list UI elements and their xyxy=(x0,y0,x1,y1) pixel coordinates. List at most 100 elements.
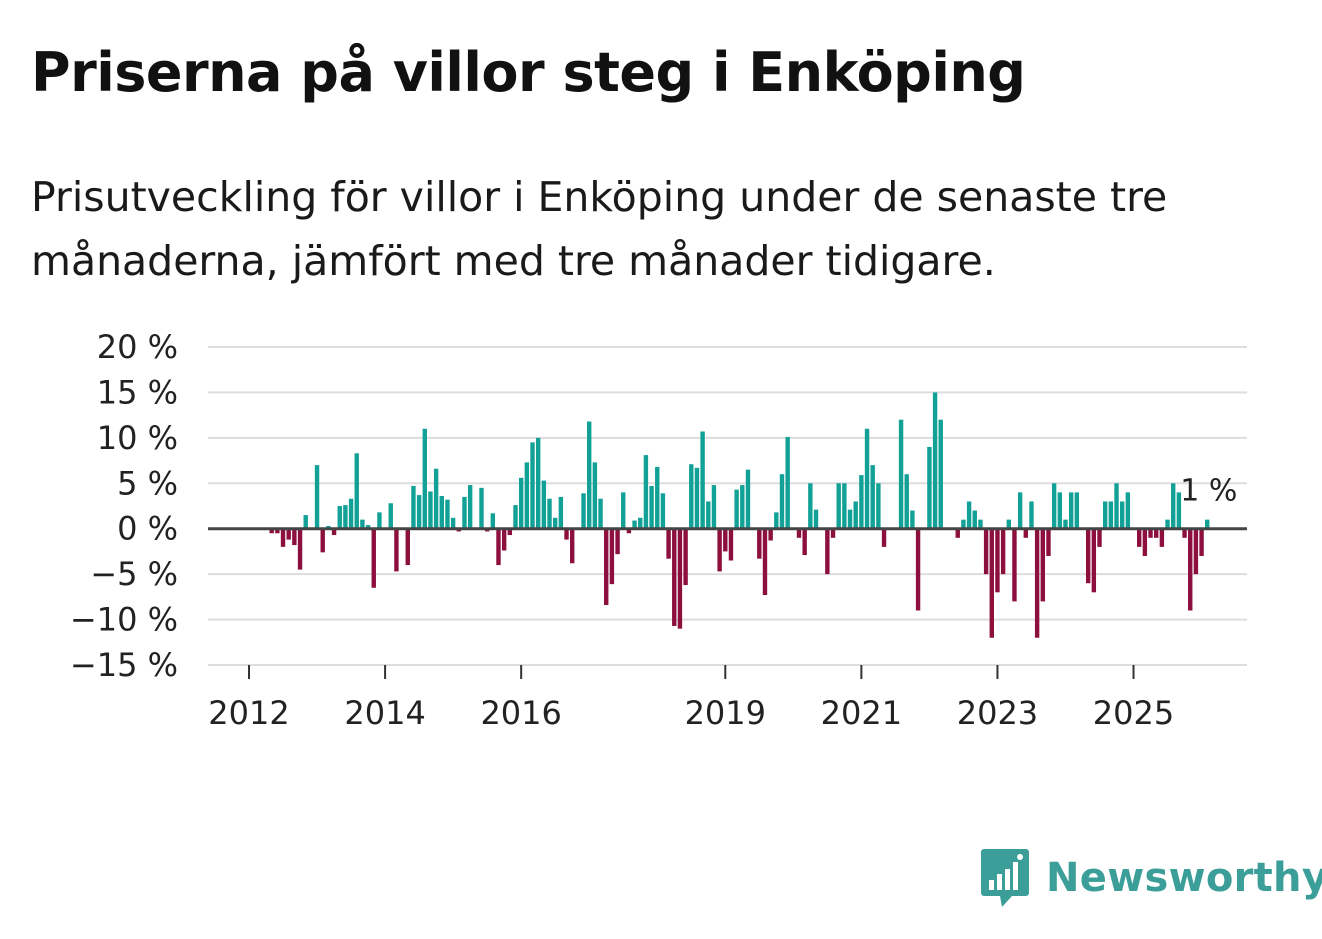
bar xyxy=(411,486,416,529)
bar xyxy=(728,528,734,561)
bar xyxy=(1165,519,1170,529)
bar xyxy=(558,496,564,529)
bar xyxy=(1142,528,1148,556)
bar xyxy=(1159,528,1165,547)
bar xyxy=(847,509,853,529)
bar xyxy=(995,528,1000,593)
bar xyxy=(354,453,359,529)
bar xyxy=(1097,528,1102,547)
bar xyxy=(932,392,938,529)
bar xyxy=(388,503,393,529)
bar xyxy=(762,528,768,596)
bar xyxy=(694,467,700,529)
bar xyxy=(518,477,524,529)
bar xyxy=(581,493,586,529)
bar xyxy=(1029,501,1034,529)
bar xyxy=(314,465,320,529)
bar xyxy=(808,483,813,529)
bar xyxy=(422,428,427,529)
x-tick-label: 2023 xyxy=(957,694,1038,732)
bar xyxy=(371,528,376,588)
bar xyxy=(1171,483,1176,529)
bar xyxy=(813,509,819,529)
bar xyxy=(1085,528,1091,584)
bar xyxy=(1102,501,1108,529)
bar xyxy=(365,525,371,529)
bar xyxy=(842,483,847,529)
bar xyxy=(292,528,297,546)
bar xyxy=(740,485,745,529)
bar xyxy=(966,501,972,529)
bar xyxy=(320,528,325,553)
bar xyxy=(915,528,921,611)
bar xyxy=(530,442,535,529)
bar xyxy=(1046,528,1051,556)
bar xyxy=(825,528,830,575)
bar-chart: 20 % 15 % 10 % 5 % 0 % −5 % −10 % −15 % 2012 2014… xyxy=(70,328,1247,732)
bar xyxy=(779,474,785,529)
x-tick-label: 2014 xyxy=(344,694,425,732)
bar xyxy=(910,510,915,529)
y-tick-label: 10 % xyxy=(97,419,178,457)
y-tick-label: 20 % xyxy=(97,328,178,366)
bar xyxy=(343,505,348,529)
x-tick-label: 2025 xyxy=(1093,694,1174,732)
y-tick-label: 15 % xyxy=(97,373,178,411)
bar xyxy=(1040,528,1046,602)
bar xyxy=(983,528,989,575)
bar xyxy=(1182,528,1187,538)
bar xyxy=(745,469,751,529)
bar xyxy=(774,512,779,529)
x-tick-label: 2021 xyxy=(821,694,902,732)
bar xyxy=(1205,519,1210,529)
bar xyxy=(677,528,683,629)
bar xyxy=(1057,492,1063,529)
bar xyxy=(360,519,365,529)
bar xyxy=(830,528,836,538)
bar xyxy=(513,505,518,529)
bar xyxy=(717,528,722,572)
bar xyxy=(989,528,994,638)
bar xyxy=(626,528,632,534)
bar xyxy=(1114,483,1119,529)
bar xyxy=(1193,528,1199,575)
bar xyxy=(683,528,688,586)
y-tick-label: −5 % xyxy=(90,555,178,593)
bar xyxy=(348,498,354,529)
bar xyxy=(700,431,705,529)
bar xyxy=(864,428,870,529)
bar xyxy=(552,517,558,529)
bar xyxy=(802,528,807,556)
bar xyxy=(666,528,671,559)
bar xyxy=(1023,528,1028,538)
bar xyxy=(609,528,615,585)
bar xyxy=(445,499,450,529)
last-value-label: 1 % xyxy=(1180,474,1237,509)
bar xyxy=(269,528,274,534)
bar xyxy=(598,498,603,529)
bar xyxy=(570,528,575,564)
bar xyxy=(604,528,609,606)
bar xyxy=(1154,528,1159,538)
bar xyxy=(479,487,484,529)
bar xyxy=(439,496,444,529)
chart-title: Priserna på villor steg i Enköping xyxy=(31,41,1026,104)
brand-logo: Newsworthy xyxy=(980,846,1322,910)
bar xyxy=(1125,492,1131,529)
x-tick-label: 2019 xyxy=(685,694,766,732)
bar xyxy=(955,528,960,538)
bar xyxy=(1176,492,1182,529)
bar xyxy=(1068,492,1074,529)
bar xyxy=(898,419,904,529)
bar xyxy=(1063,519,1068,529)
bar xyxy=(655,466,660,529)
axes xyxy=(208,527,1247,679)
bar xyxy=(643,455,649,529)
bar xyxy=(297,528,303,570)
bar xyxy=(836,483,841,529)
bar xyxy=(1148,528,1153,538)
bar xyxy=(280,528,286,547)
bar xyxy=(467,485,473,529)
bar xyxy=(768,528,773,541)
bar xyxy=(1074,492,1080,529)
